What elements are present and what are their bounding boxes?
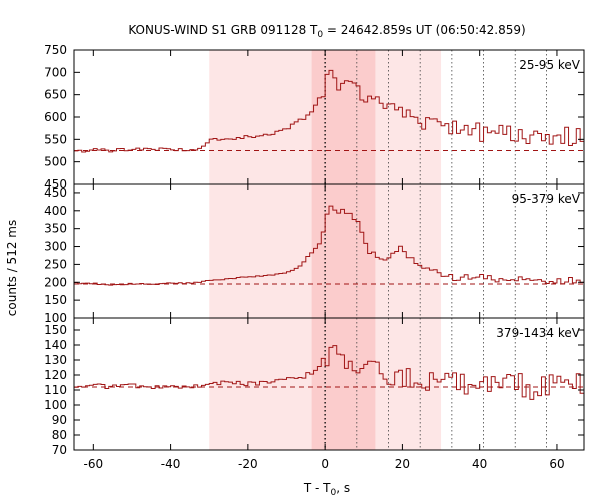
y-tick-label: 400 <box>44 204 67 218</box>
y-tick-label: 650 <box>44 88 67 102</box>
x-tick-label: 60 <box>549 457 564 471</box>
y-tick-label: 300 <box>44 240 67 254</box>
x-tick-label: 0 <box>321 457 329 471</box>
y-tick-label: 500 <box>44 155 67 169</box>
y-axis-label: counts / 512 ms <box>5 220 19 316</box>
y-tick-label: 140 <box>44 338 67 352</box>
y-tick-label: 750 <box>44 43 67 57</box>
y-tick-label: 200 <box>44 275 67 289</box>
y-tick-label: 600 <box>44 110 67 124</box>
light-curve-1 <box>74 69 584 153</box>
y-tick-label: 550 <box>44 132 67 146</box>
x-tick-label: 40 <box>472 457 487 471</box>
y-tick-label: 120 <box>44 368 67 382</box>
y-tick-label: 130 <box>44 353 67 367</box>
x-tick-label: 20 <box>395 457 410 471</box>
y-tick-label: 100 <box>44 311 67 325</box>
energy-band-label: 379-1434 keV <box>496 326 580 340</box>
y-tick-label: 450 <box>44 186 67 200</box>
y-tick-label: 80 <box>52 428 67 442</box>
y-tick-label: 700 <box>44 65 67 79</box>
x-axis-label: T - T0, s <box>303 481 350 498</box>
y-tick-label: 90 <box>52 413 67 427</box>
y-tick-label: 70 <box>52 443 67 457</box>
x-tick-label: -20 <box>238 457 258 471</box>
y-tick-label: 450 <box>44 177 67 191</box>
y-tick-label: 250 <box>44 257 67 271</box>
light-curve-3 <box>74 345 584 400</box>
x-tick-label: -60 <box>84 457 104 471</box>
y-tick-label: 110 <box>44 383 67 397</box>
energy-band-label: 25-95 keV <box>519 58 581 72</box>
y-tick-label: 100 <box>44 398 67 412</box>
panel-frame <box>73 317 585 451</box>
highlight-region-2 <box>311 50 376 450</box>
x-tick-label: -40 <box>161 457 181 471</box>
y-tick-label: 350 <box>44 222 67 236</box>
chart-title: KONUS-WIND S1 GRB 091128 T0 = 24642.859s… <box>128 23 525 40</box>
y-tick-label: 150 <box>44 323 67 337</box>
energy-band-label: 95-379 keV <box>512 192 581 206</box>
panel-1: 450 500 550 600 650 700 750 25-95 keV <box>44 43 585 191</box>
y-tick-label: 150 <box>44 293 67 307</box>
